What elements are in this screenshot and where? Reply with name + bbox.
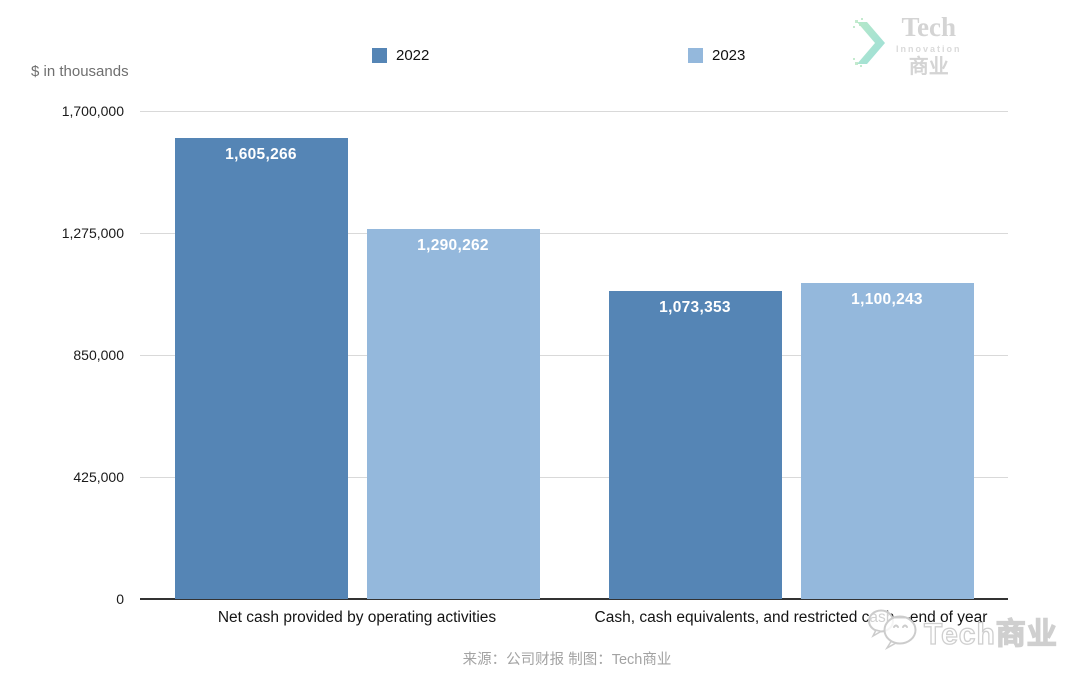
legend-swatch-2022: [372, 48, 387, 63]
bar-2022-1: 1,073,353: [608, 290, 782, 599]
legend-label-2022: 2022: [396, 47, 430, 64]
bar-2023-1: 1,100,243: [800, 283, 974, 599]
legend-label-2023: 2023: [712, 47, 746, 64]
bar-2023-0: 1,290,262: [366, 228, 540, 599]
legend-swatch-2023: [688, 48, 703, 63]
gridline: [140, 354, 1008, 356]
y-tick-label: 1,275,000: [61, 225, 124, 241]
watermark: Tech商业: [866, 604, 1058, 657]
watermark-text: Tech商业: [923, 617, 1058, 651]
source-attribution: 来源：公司财报 制图：Tech商业: [462, 652, 672, 668]
y-tick-label: 0: [116, 591, 124, 607]
y-tick-label: 850,000: [73, 347, 124, 363]
bar-value-label: 1,100,243: [851, 291, 923, 309]
gridline: [140, 110, 1008, 112]
y-tick-label: 1,700,000: [61, 103, 124, 119]
legend-item-2023: 2023: [688, 47, 745, 64]
units-label: $ in thousands: [31, 63, 129, 80]
gridline: [140, 476, 1008, 478]
chevron-pixel-arrow-icon: [853, 18, 889, 73]
bar-value-label: 1,290,262: [417, 236, 489, 254]
bar-value-label: 1,073,353: [659, 298, 731, 316]
gridline: [140, 232, 1008, 234]
brand-logo-text: Tech Innovation 商业: [896, 12, 962, 78]
logo-line-innovation: Innovation: [896, 44, 962, 54]
logo-line-tech: Tech: [901, 12, 956, 42]
wechat-icon: [866, 604, 922, 657]
brand-logo: Tech Innovation 商业: [853, 14, 962, 77]
bar-value-label: 1,605,266: [225, 146, 297, 164]
logo-line-cn: 商业: [908, 56, 949, 78]
x-axis-line: [140, 598, 1008, 600]
y-tick-label: 425,000: [73, 469, 124, 485]
legend-item-2022: 2022: [372, 47, 429, 64]
bar-2022-0: 1,605,266: [174, 138, 348, 599]
x-category-label: Net cash provided by operating activitie…: [217, 609, 497, 626]
